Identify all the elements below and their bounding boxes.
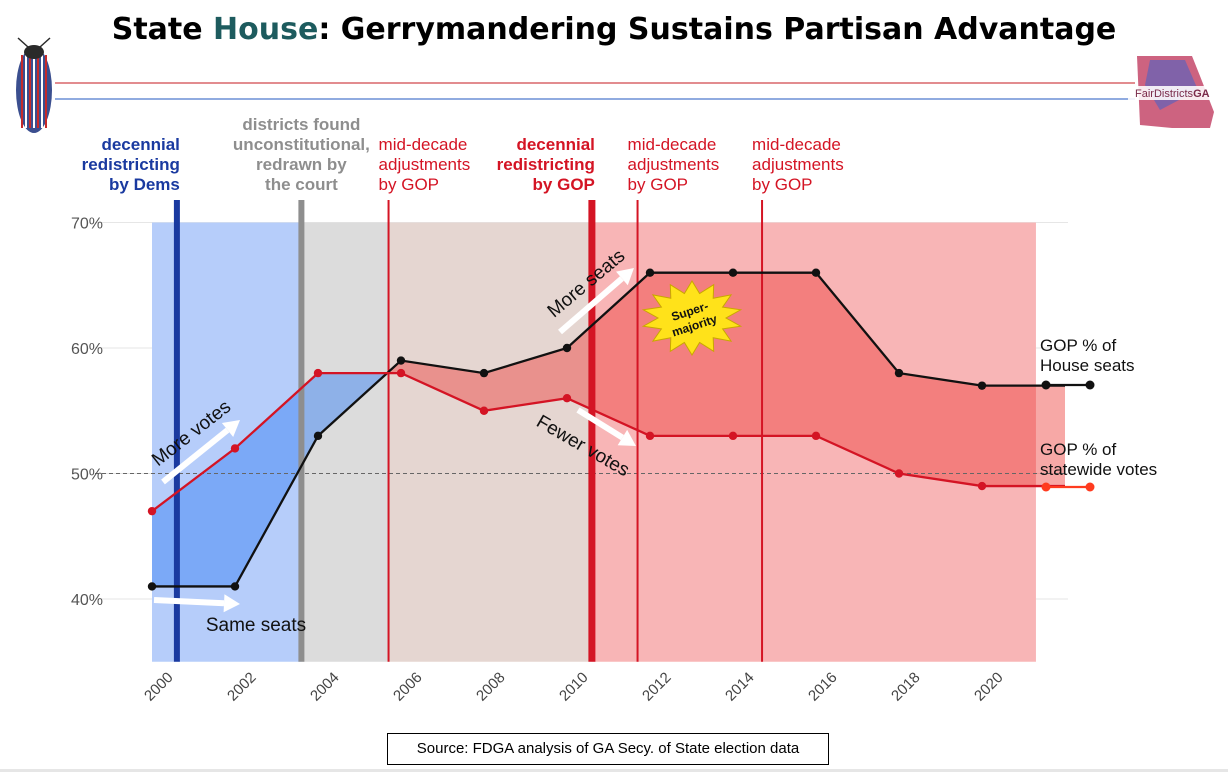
event-label: districts found [242,115,360,134]
same-seats-label: Same seats [206,615,306,636]
event-label: redistricting [82,155,180,174]
event-label: unconstitutional, [233,135,370,154]
badge-antenna [17,37,29,48]
statewide-votes-point [230,444,240,453]
logo-text: FairDistrictsGA [1135,88,1210,100]
y-tick-label: 40% [71,592,103,609]
house-seats-point [562,343,572,353]
event-label: by GOP [533,175,595,194]
y-tick-label: 70% [71,216,103,233]
era-band [388,222,592,662]
badge-head [24,45,44,59]
statewide-votes-point [728,431,738,441]
house-seats-point [479,368,489,378]
arrow-head [221,420,240,438]
x-tick-label: 2012 [639,669,675,705]
event-label: decennial [516,135,594,154]
x-tick-label: 2010 [556,669,592,705]
statewide-votes-legend-label: GOP % of [1040,440,1116,459]
house-seats-point [894,368,904,378]
statewide-votes-point [396,368,406,378]
x-tick-label: 2006 [390,669,426,705]
event-label: decennial [101,135,179,154]
statewide-votes-line [151,371,1065,513]
arrow-shaft [576,407,624,441]
title-part1: State [111,12,214,47]
arrow-shaft [153,597,225,607]
statewide-votes-point [562,394,572,403]
x-tick-label: 2020 [971,669,1007,705]
y-tick-label: 60% [71,341,103,358]
legend-marker [1041,482,1051,492]
starburst-shape [641,280,743,356]
event-label: the court [265,175,338,194]
house-seats-point [396,356,406,365]
event-label: redistricting [497,155,595,174]
x-tick-label: 2008 [473,669,509,705]
x-tick-label: 2014 [722,669,758,705]
event-label: redrawn by [256,155,347,174]
title-part2: : Gerrymandering Sustains Partisan Advan… [318,12,1117,47]
house-seats-line [152,271,1065,588]
fewer-votes-arrow [576,407,636,446]
event-label: adjustments [628,155,720,174]
era-band [591,222,1036,662]
house-seats-point [230,582,240,591]
logo-label-bg [1128,86,1222,100]
house-seats-point [728,268,738,277]
x-tick-label: 2000 [141,669,177,705]
fairdistricts-logo: FairDistrictsGA [1128,56,1222,128]
event-label: by GOP [752,175,812,194]
title-highlight: House [213,12,319,47]
event-label: adjustments [752,155,844,174]
event-label: by GOP [379,175,439,194]
badge-antenna [39,37,51,48]
statewide-votes-point [811,431,821,441]
statewide-votes-point [977,481,987,491]
era-band [301,222,389,662]
statewide-votes-point [313,368,323,378]
arrow-shaft [161,427,230,485]
x-tick-label: 2016 [805,669,841,705]
house-seats-legend-label: GOP % of [1040,336,1116,355]
legend-marker [1085,380,1095,390]
arrow-shaft [558,276,624,335]
statewide-votes-legend-label: statewide votes [1040,460,1157,479]
legend-marker [1041,380,1051,390]
house-seats-point [977,381,987,390]
y-tick-label: 50% [71,467,103,484]
beetle-badge-icon [16,37,52,133]
statewide-votes-point [645,431,655,441]
bottom-divider [0,769,1228,772]
more-votes-arrow [161,420,240,485]
statewide-votes-point [894,469,904,478]
source-note: Source: FDGA analysis of GA Secy. of Sta… [387,733,829,765]
x-tick-label: 2002 [224,669,260,705]
house-seats-legend-label: House seats [1040,356,1135,375]
legend-marker [1085,482,1095,492]
event-label: mid-decade [379,135,468,154]
event-label: mid-decade [752,135,841,154]
statewide-votes-point [147,506,157,516]
event-label: by Dems [109,175,180,194]
chart-title: State House: Gerrymandering Sustains Par… [0,12,1228,47]
house-seats-point [313,431,323,441]
arrow-head [616,268,634,286]
arrow-head [617,429,636,446]
x-tick-label: 2004 [307,669,343,705]
event-label: adjustments [379,155,471,174]
gop-gap-band [387,272,1066,487]
house-seats-point [811,268,821,277]
house-seats-point [645,268,655,277]
house-seats-point [147,582,157,591]
arrow-head [223,594,240,613]
statewide-votes-point [479,406,489,415]
x-tick-label: 2018 [888,669,924,705]
event-label: by GOP [628,175,688,194]
supermajority-starburst: Super-majority [641,280,743,356]
more-seats-arrow [558,268,634,335]
same-seats-arrow [153,594,240,613]
event-label: mid-decade [628,135,717,154]
